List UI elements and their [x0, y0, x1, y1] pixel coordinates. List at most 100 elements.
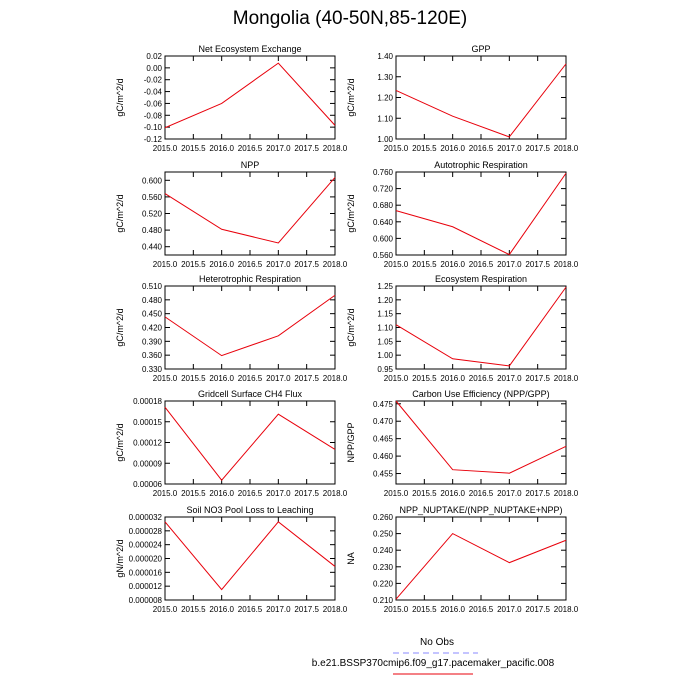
legend-obs-label: No Obs [420, 637, 454, 648]
y-tick-label: 0.460 [373, 452, 394, 461]
y-axis-label: gC/m^2/d [346, 194, 356, 232]
x-tick-label: 2018.0 [323, 489, 348, 498]
y-tick-label: 0.02 [146, 52, 162, 61]
series-line [164, 521, 336, 591]
y-tick-label: 0.360 [142, 351, 163, 360]
x-tick-label: 2017.0 [497, 489, 522, 498]
x-tick-label: 2017.0 [497, 374, 522, 383]
x-tick-label: 2018.0 [554, 374, 579, 383]
plot-frame [395, 285, 567, 370]
y-tick-label: 0.250 [373, 530, 394, 539]
y-tick-label: 1.00 [377, 351, 393, 360]
x-tick-label: 2015.0 [384, 605, 409, 614]
plot-frame [164, 400, 336, 485]
y-tick-label: 0.640 [373, 218, 394, 227]
plot-frame [164, 171, 336, 256]
series-line [164, 62, 336, 129]
x-tick-label: 2016.5 [238, 260, 263, 269]
x-tick-label: 2017.5 [525, 144, 550, 153]
series-line [395, 400, 567, 474]
x-tick-label: 2016.5 [238, 374, 263, 383]
series-line [164, 294, 336, 357]
chart-title: GPP [471, 44, 490, 54]
x-tick-label: 2015.0 [153, 605, 178, 614]
y-tick-label: -0.02 [144, 76, 163, 85]
y-tick-label: 0.000024 [129, 541, 163, 550]
legend-model-label: b.e21.BSSP370cmip6.f09_g17.pacemaker_pac… [312, 658, 555, 669]
x-tick-label: 2016.0 [440, 605, 465, 614]
y-axis-label: gC/m^2/d [346, 308, 356, 346]
y-tick-label: -0.04 [144, 88, 163, 97]
chart-grid: Net Ecosystem Exchange gC/m^2/d 0.02 0.00 -0… [115, 44, 579, 614]
chart-panel-10: NPP_NUPTAKE/(NPP_NUPTAKE+NPP) NA 0.260 0.25… [346, 505, 579, 614]
x-tick-label: 2017.0 [497, 605, 522, 614]
x-tick-label: 2018.0 [554, 260, 579, 269]
y-tick-label: 0.420 [142, 324, 163, 333]
y-axis-label: NA [346, 552, 356, 565]
y-tick-label: 0.00015 [133, 418, 162, 427]
y-axis-label: gN/m^2/d [115, 539, 125, 577]
x-tick-label: 2015.0 [153, 374, 178, 383]
series-line [395, 532, 567, 600]
x-tick-label: 2017.0 [497, 144, 522, 153]
x-tick-label: 2018.0 [323, 605, 348, 614]
x-tick-label: 2018.0 [323, 260, 348, 269]
y-tick-label: 0.00009 [133, 459, 162, 468]
y-tick-label: 0.000020 [129, 555, 163, 564]
y-tick-label: 0.510 [142, 282, 163, 291]
x-tick-label: 2016.0 [440, 374, 465, 383]
x-tick-label: 2017.5 [294, 144, 319, 153]
x-tick-label: 2017.5 [294, 489, 319, 498]
x-tick-label: 2018.0 [323, 144, 348, 153]
x-tick-label: 2015.0 [384, 144, 409, 153]
chart-panel-1: Net Ecosystem Exchange gC/m^2/d 0.02 0.00 -0… [115, 44, 348, 153]
chart-title: NPP_NUPTAKE/(NPP_NUPTAKE+NPP) [400, 505, 563, 515]
y-tick-label: 0.95 [377, 365, 393, 374]
x-tick-label: 2016.5 [469, 260, 494, 269]
chart-title: Carbon Use Efficiency (NPP/GPP) [412, 389, 549, 399]
x-tick-label: 2016.5 [469, 489, 494, 498]
x-tick-label: 2016.0 [209, 374, 234, 383]
y-tick-label: 1.10 [377, 114, 393, 123]
x-tick-label: 2016.5 [469, 144, 494, 153]
x-tick-label: 2017.0 [497, 260, 522, 269]
chart-title: Soil NO3 Pool Loss to Leaching [186, 505, 313, 515]
plot-frame [395, 516, 567, 601]
y-tick-label: 0.465 [373, 435, 394, 444]
y-tick-label: 1.25 [377, 282, 393, 291]
y-tick-label: -0.10 [144, 123, 163, 132]
chart-title: Ecosystem Respiration [435, 274, 527, 284]
x-tick-label: 2016.5 [238, 489, 263, 498]
y-tick-label: 0.000008 [129, 596, 163, 605]
x-tick-label: 2018.0 [554, 144, 579, 153]
chart-panel-8: Carbon Use Efficiency (NPP/GPP) NPP/GPP 0.… [346, 389, 579, 498]
x-tick-label: 2016.0 [440, 489, 465, 498]
x-tick-label: 2015.0 [384, 260, 409, 269]
y-axis-label: gC/m^2/d [115, 78, 125, 116]
x-tick-label: 2016.0 [209, 605, 234, 614]
y-tick-label: 0.450 [142, 310, 163, 319]
y-tick-label: 0.560 [142, 193, 163, 202]
x-tick-label: 2017.5 [525, 374, 550, 383]
x-tick-label: 2017.0 [266, 144, 291, 153]
chart-title: Gridcell Surface CH4 Flux [198, 389, 303, 399]
y-axis-label: gC/m^2/d [115, 423, 125, 461]
chart-panel-4: Autotrophic Respiration gC/m^2/d 0.760 0.72… [346, 160, 579, 269]
x-tick-label: 2017.5 [294, 605, 319, 614]
x-tick-label: 2015.5 [412, 144, 437, 153]
x-tick-label: 2017.0 [266, 605, 291, 614]
plot-frame [164, 285, 336, 370]
x-tick-label: 2016.0 [440, 144, 465, 153]
y-tick-label: 0.480 [142, 296, 163, 305]
y-tick-label: 0.520 [142, 210, 163, 219]
x-tick-label: 2015.5 [412, 260, 437, 269]
y-tick-label: 0.600 [142, 176, 163, 185]
y-tick-label: 1.40 [377, 52, 393, 61]
x-tick-label: 2015.0 [384, 374, 409, 383]
y-tick-label: -0.08 [144, 111, 163, 120]
y-tick-label: 0.220 [373, 579, 394, 588]
y-tick-label: 1.30 [377, 73, 393, 82]
chart-title: Heterotrophic Respiration [199, 274, 301, 284]
x-tick-label: 2017.5 [294, 374, 319, 383]
